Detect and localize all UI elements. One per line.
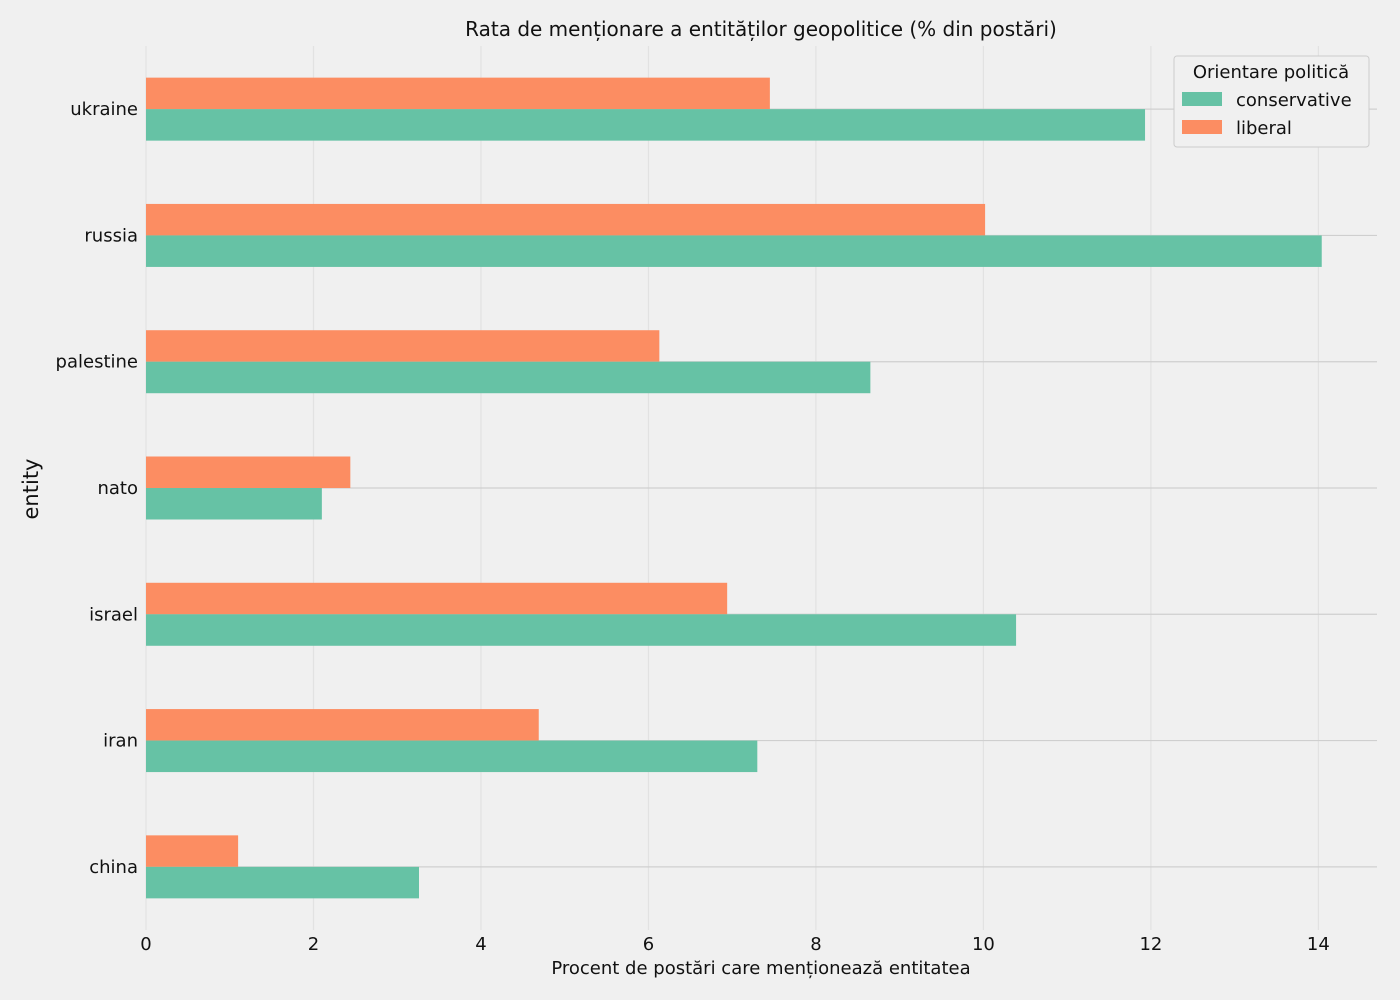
bar-liberal-nato	[146, 456, 351, 488]
x-tick-label: 12	[1139, 934, 1162, 955]
ticks: 0 2 4 6 8 10 12 14 ukraine russia palestine nato isr…	[56, 99, 1330, 955]
y-axis-label: entity	[19, 459, 43, 520]
x-tick-label: 10	[972, 934, 995, 955]
bar-conservative-china	[146, 866, 419, 899]
legend-title: Orientare politică	[1193, 62, 1349, 83]
bar-conservative-nato	[146, 488, 322, 520]
chart-title: Rata de menționare a entităților geopoli…	[465, 17, 1057, 41]
bar-conservative-ukraine	[146, 109, 1146, 141]
x-tick-label: 4	[475, 934, 486, 955]
y-tick-label: russia	[84, 225, 138, 246]
x-tick-label: 6	[643, 934, 654, 955]
bar-conservative-russia	[146, 235, 1322, 267]
x-tick-label: 14	[1307, 934, 1330, 955]
bar-liberal-israel	[146, 582, 728, 615]
bar-conservative-israel	[146, 614, 1017, 646]
legend-swatch-conservative	[1182, 92, 1222, 106]
bar-conservative-iran	[146, 740, 758, 773]
y-tick-label: palestine	[56, 352, 138, 373]
x-tick-label: 0	[140, 934, 151, 955]
legend: Orientare politică conservative liberal	[1173, 55, 1370, 148]
legend-label-conservative: conservative	[1236, 90, 1352, 111]
bar-liberal-ukraine	[146, 77, 770, 110]
bars	[146, 77, 1322, 899]
y-tick-label: iran	[103, 731, 138, 752]
legend-label-liberal: liberal	[1236, 118, 1292, 139]
bar-liberal-china	[146, 835, 239, 867]
bar-liberal-palestine	[146, 330, 660, 362]
bar-liberal-iran	[146, 709, 539, 741]
y-tick-label: china	[89, 857, 138, 878]
y-tick-label: israel	[89, 604, 138, 625]
bar-liberal-russia	[146, 203, 986, 236]
x-tick-label: 2	[308, 934, 319, 955]
legend-box	[1173, 55, 1370, 148]
y-tick-label: nato	[97, 478, 138, 499]
x-tick-label: 8	[810, 934, 821, 955]
bar-conservative-palestine	[146, 361, 871, 394]
legend-swatch-liberal	[1182, 120, 1222, 134]
x-axis-label: Procent de postări care menționează enti…	[551, 958, 970, 979]
y-tick-label: ukraine	[70, 99, 138, 120]
